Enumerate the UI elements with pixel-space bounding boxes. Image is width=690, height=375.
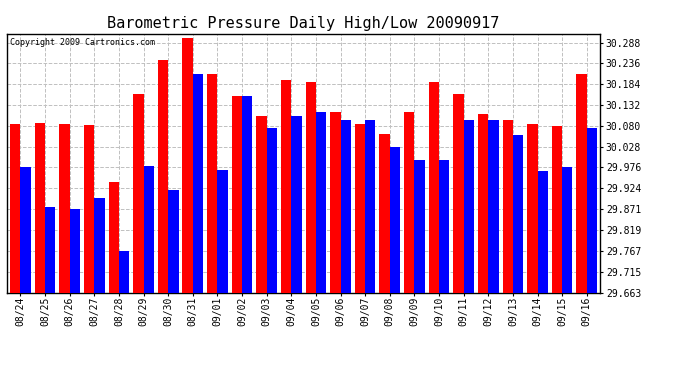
Bar xyxy=(95,198,105,292)
Bar xyxy=(576,74,586,292)
Bar xyxy=(502,120,513,292)
Bar xyxy=(207,74,217,292)
Bar xyxy=(217,170,228,292)
Bar xyxy=(144,166,154,292)
Bar xyxy=(439,160,449,292)
Bar xyxy=(232,96,242,292)
Bar xyxy=(341,120,351,292)
Bar xyxy=(182,38,193,292)
Bar xyxy=(355,124,365,292)
Bar xyxy=(34,123,45,292)
Bar xyxy=(306,82,316,292)
Bar xyxy=(552,126,562,292)
Bar xyxy=(390,147,400,292)
Bar xyxy=(404,112,415,292)
Bar xyxy=(415,160,425,292)
Bar xyxy=(538,171,548,292)
Text: Copyright 2009 Cartronics.com: Copyright 2009 Cartronics.com xyxy=(10,38,155,46)
Bar xyxy=(365,120,375,292)
Bar xyxy=(527,124,538,292)
Bar xyxy=(478,114,489,292)
Bar xyxy=(45,207,55,292)
Bar xyxy=(513,135,523,292)
Bar xyxy=(108,182,119,292)
Bar xyxy=(256,116,266,292)
Bar xyxy=(133,94,144,292)
Bar xyxy=(193,74,203,292)
Bar xyxy=(316,112,326,292)
Bar xyxy=(586,128,597,292)
Bar xyxy=(242,96,253,292)
Bar xyxy=(158,60,168,292)
Title: Barometric Pressure Daily High/Low 20090917: Barometric Pressure Daily High/Low 20090… xyxy=(108,16,500,31)
Bar xyxy=(21,167,31,292)
Bar xyxy=(10,124,21,292)
Bar xyxy=(291,116,302,292)
Bar xyxy=(84,125,95,292)
Bar xyxy=(380,134,390,292)
Bar xyxy=(489,120,499,292)
Bar xyxy=(428,82,439,292)
Bar xyxy=(70,209,80,292)
Bar xyxy=(562,167,573,292)
Bar xyxy=(59,124,70,292)
Bar xyxy=(119,251,129,292)
Bar xyxy=(266,128,277,292)
Bar xyxy=(464,120,474,292)
Bar xyxy=(453,94,464,292)
Bar xyxy=(331,112,341,292)
Bar xyxy=(281,80,291,292)
Bar xyxy=(168,190,179,292)
